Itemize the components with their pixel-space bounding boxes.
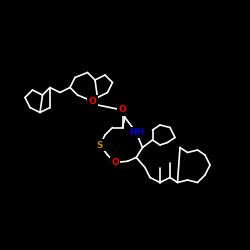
Text: O: O [88, 97, 96, 106]
Text: O: O [111, 158, 119, 167]
Text: S: S [97, 140, 103, 149]
Text: NH: NH [128, 128, 144, 137]
Text: O: O [119, 106, 126, 114]
